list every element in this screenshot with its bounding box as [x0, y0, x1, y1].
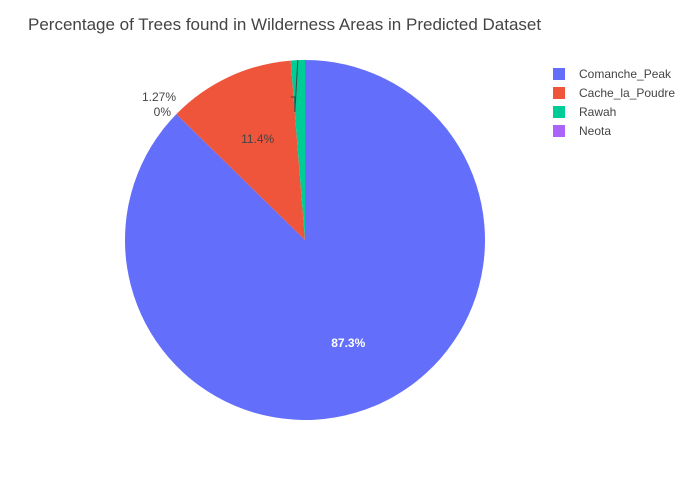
legend: Comanche_Peak Cache_la_Poudre Rawah Neota — [553, 67, 675, 138]
legend-item-rawah[interactable]: Rawah — [553, 105, 616, 119]
slice-label-rawah: 1.27% — [142, 90, 176, 104]
slice-label-neota: 0% — [154, 105, 172, 119]
pie-slices — [125, 60, 486, 420]
legend-item-comanche-peak[interactable]: Comanche_Peak — [553, 67, 672, 81]
pie-slice-rawah — [290, 60, 305, 240]
pie-slice-cache-la-poudre — [176, 60, 305, 240]
chart-title: Percentage of Trees found in Wilderness … — [28, 15, 541, 34]
leader-line-rawah — [290, 60, 299, 113]
legend-swatch-comanche-peak — [553, 68, 565, 80]
pie-slice-comanche-peak — [125, 60, 486, 420]
legend-label-cache-la-poudre: Cache_la_Poudre — [579, 86, 675, 100]
legend-swatch-neota — [553, 125, 565, 137]
legend-swatch-cache-la-poudre — [553, 87, 565, 99]
legend-item-cache-la-poudre[interactable]: Cache_la_Poudre — [553, 86, 675, 100]
legend-swatch-rawah — [553, 106, 565, 118]
slice-label-cache-la-poudre: 11.4% — [241, 132, 274, 146]
legend-label-comanche-peak: Comanche_Peak — [579, 67, 672, 81]
slice-labels: 87.3% 11.4% 1.27%0% — [142, 60, 366, 350]
legend-label-rawah: Rawah — [579, 105, 616, 119]
legend-label-neota: Neota — [579, 124, 611, 138]
slice-label-comanche-peak: 87.3% — [331, 336, 365, 350]
legend-item-neota[interactable]: Neota — [553, 124, 611, 138]
